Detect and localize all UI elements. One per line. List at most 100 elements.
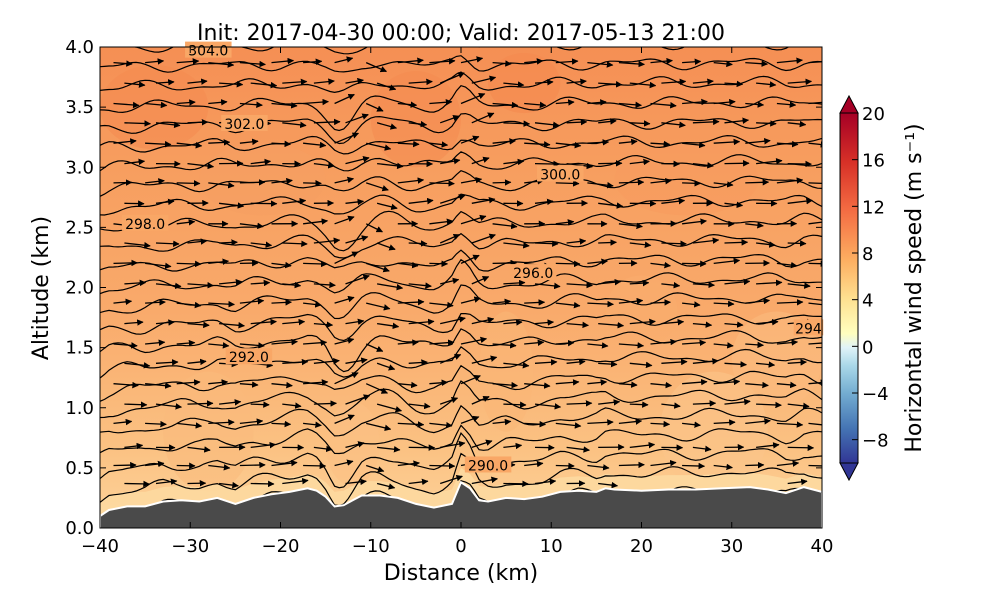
x-tick-label: 30 — [720, 536, 743, 557]
wind-vector — [756, 123, 776, 124]
wind-vector — [693, 403, 716, 404]
contour-label: 300.0 — [540, 167, 580, 183]
x-tick-label: 0 — [455, 536, 466, 557]
wind-vector — [240, 465, 265, 466]
chart-title: Init: 2017-04-30 00:00; Valid: 2017-05-1… — [197, 21, 725, 46]
wind-vector — [429, 183, 454, 184]
wind-vector — [788, 447, 814, 448]
wind-vector — [630, 404, 648, 405]
wind-vector — [177, 263, 201, 264]
wind-vector — [682, 263, 706, 264]
y-tick-label: 3.5 — [65, 97, 94, 118]
colorbar-tick-label: 20 — [862, 104, 885, 125]
contour-label: 292.0 — [229, 350, 269, 366]
wind-vector — [619, 465, 644, 466]
x-tick-label: −20 — [262, 536, 300, 557]
colorbar-tick-label: 16 — [862, 151, 885, 172]
colorbar-extend-min — [840, 463, 858, 480]
contour-label: 298.0 — [125, 217, 165, 233]
x-axis-title: Distance (km) — [384, 561, 539, 586]
wind-vector — [303, 466, 325, 467]
y-tick-label: 2.0 — [65, 278, 94, 299]
x-tick-label: 10 — [540, 536, 563, 557]
wind-vector — [314, 403, 336, 404]
wind-vector — [114, 182, 132, 183]
wind-vector — [535, 243, 558, 244]
colorbar-body — [840, 113, 858, 463]
wind-vector — [188, 122, 208, 123]
wind-vector — [725, 242, 748, 243]
y-axis-title: Altitude (km) — [29, 216, 54, 360]
wind-vector — [493, 263, 517, 264]
wind-vector — [429, 263, 447, 264]
y-tick-label: 0.0 — [65, 518, 94, 539]
wind-vector — [272, 423, 291, 424]
x-tick-label: −40 — [81, 536, 119, 557]
x-tick-label: 40 — [811, 536, 834, 557]
wind-vector — [240, 182, 265, 183]
wind-vector — [788, 243, 806, 244]
wind-vector — [503, 404, 526, 405]
wind-vector — [598, 242, 616, 243]
wind-vector — [651, 302, 671, 303]
wind-vector — [124, 404, 146, 405]
wind-vector — [661, 243, 686, 244]
contour-label: 290.0 — [468, 458, 508, 474]
wind-vector — [809, 466, 834, 467]
wind-vector — [619, 182, 644, 183]
colorbar-tick-label: 8 — [862, 244, 873, 265]
wind-vector — [524, 302, 544, 303]
wind-vector — [251, 484, 274, 485]
wind-vector — [409, 243, 427, 244]
wind-vector — [124, 484, 149, 485]
wind-vector — [809, 183, 834, 184]
wind-vector — [124, 123, 150, 124]
x-tick-label: −10 — [352, 536, 390, 557]
contour-label: 304.0 — [188, 44, 228, 60]
wind-speed-patch — [605, 275, 677, 347]
wind-vector — [788, 164, 812, 165]
wind-vector — [188, 403, 213, 404]
colorbar-extend-max — [840, 96, 858, 113]
contour-label: 302.0 — [224, 117, 264, 133]
y-tick-label: 4.0 — [65, 37, 94, 58]
wind-vector — [114, 263, 138, 264]
colorbar-tick-label: −8 — [862, 431, 889, 452]
wind-vector — [303, 183, 321, 184]
y-tick-label: 2.5 — [65, 217, 94, 238]
x-tick-label: −30 — [171, 536, 209, 557]
wind-vector — [745, 465, 763, 466]
wind-vector — [556, 263, 580, 264]
wind-vector — [535, 164, 559, 165]
wind-vector — [630, 123, 650, 124]
contour-label: 296.0 — [513, 266, 553, 282]
wind-vector — [429, 466, 454, 467]
colorbar-tick-label: 12 — [862, 197, 885, 218]
x-tick-label: 20 — [630, 536, 653, 557]
y-tick-label: 1.0 — [65, 398, 94, 419]
plot-area — [100, 35, 834, 530]
wind-vector — [114, 465, 137, 466]
wind-vector — [682, 183, 700, 184]
y-tick-label: 0.5 — [65, 458, 94, 479]
colorbar-tick-label: 4 — [862, 291, 873, 312]
wind-vector — [493, 182, 511, 183]
wind-vector — [567, 122, 587, 123]
wind-speed-patch — [479, 312, 533, 432]
colorbar-tick-label: 0 — [862, 337, 873, 358]
wind-vector — [177, 183, 200, 184]
wind-vector — [219, 242, 237, 243]
contour-label: 294 — [795, 321, 822, 337]
wind-vector — [682, 466, 704, 467]
colorbar-label: Horizontal wind speed (m s⁻¹) — [902, 123, 927, 452]
wind-speed-patch — [199, 143, 325, 215]
colorbar-tick-label: −4 — [862, 384, 889, 405]
wind-vector — [251, 404, 269, 405]
wind-vector — [745, 182, 768, 183]
wind-vector — [303, 263, 327, 264]
wind-speed-patch — [100, 65, 208, 149]
y-tick-label: 3.0 — [65, 157, 94, 178]
wind-vector — [556, 466, 574, 467]
y-tick-label: 1.5 — [65, 338, 94, 359]
